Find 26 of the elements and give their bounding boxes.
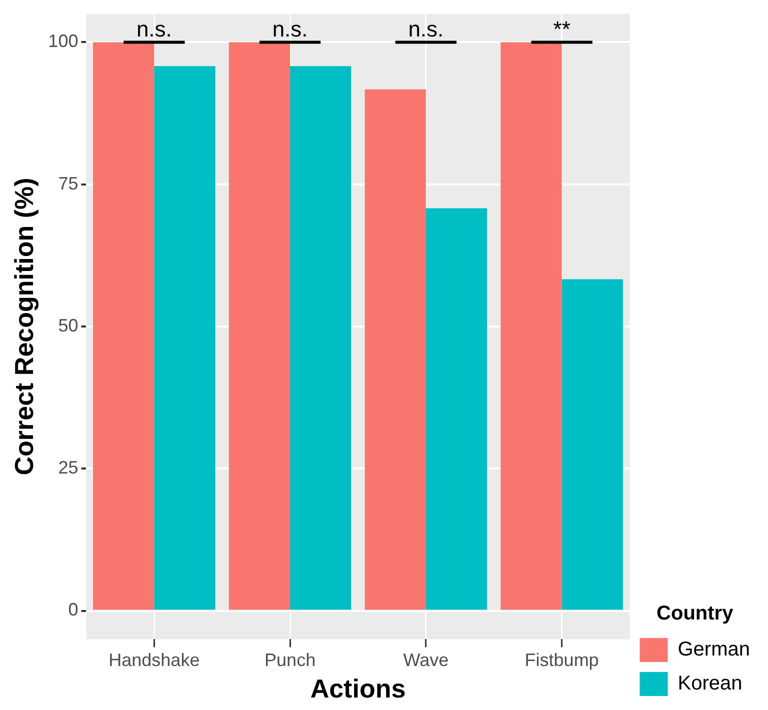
y-tick-label: 100 [48,31,78,52]
x-tick-label: Punch [264,650,316,670]
y-tick-label: 25 [58,458,78,478]
bar [154,66,216,610]
annotation: n.s. [272,16,308,42]
bar [290,66,352,610]
x-tick-label: Handshake [108,650,200,670]
bar [562,279,623,610]
bar [228,42,290,610]
bar [500,42,562,610]
annotation: ** [553,16,571,42]
bar [93,42,154,610]
legend-title: Country [656,602,734,625]
y-tick-label: 0 [68,600,78,620]
legend-label: German [678,638,750,661]
x-axis-title: Actions [310,674,406,704]
x-tick-label: Wave [403,650,449,670]
legend-label: Korean [678,672,742,695]
annotation: n.s. [408,16,444,42]
y-tick-label: 50 [58,315,78,336]
bar [426,208,488,610]
x-tick-label: Fistbump [524,650,599,670]
y-tick-label: 75 [58,173,78,194]
annotation: n.s. [136,16,172,42]
y-axis-title: Correct Recognition (%) [8,178,39,476]
bar [364,89,426,610]
